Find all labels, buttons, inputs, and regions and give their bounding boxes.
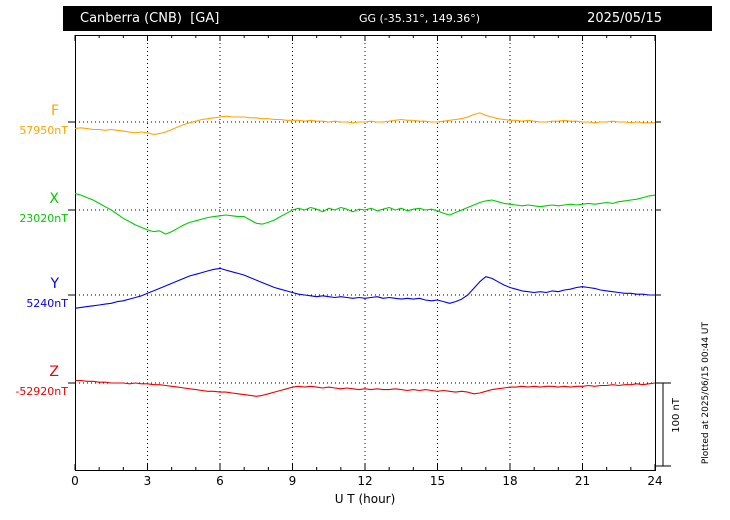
station-coordinates: GG (-35.31°, 149.36°) <box>359 12 481 25</box>
x-tick-label: 6 <box>216 474 224 488</box>
x-axis-title: U T (hour) <box>334 492 396 506</box>
plotted-at-note: Plotted at 2025/06/15 00:44 UT <box>701 322 711 465</box>
series-name: Z <box>49 364 59 380</box>
station-title: Canberra (CNB) [GA] <box>80 11 220 26</box>
scale-bar-label: 100 nT <box>671 398 682 433</box>
series-baseline-value: 23020nT <box>19 212 68 225</box>
series-baseline-value: 5240nT <box>26 297 68 310</box>
series-label-z: Z -52920nT <box>0 365 68 398</box>
x-tick-label: 12 <box>357 474 373 488</box>
series-name: X <box>49 191 59 207</box>
x-tick-label: 9 <box>288 474 297 488</box>
series-label-x: X 23020nT <box>0 192 68 225</box>
x-tick-label: 24 <box>647 474 663 488</box>
x-tick-label: 18 <box>502 474 518 488</box>
x-tick-label: 15 <box>429 474 446 488</box>
trace-x <box>74 192 656 235</box>
x-tick-label: 21 <box>574 474 591 488</box>
series-baseline-value: 57950nT <box>19 124 68 137</box>
series-label-y: Y 5240nT <box>0 277 68 310</box>
trace-z <box>75 379 656 397</box>
x-tick-label: 3 <box>143 474 152 488</box>
trace-f <box>74 112 655 135</box>
series-name: Y <box>50 276 59 292</box>
series-baseline-value: -52920nT <box>15 385 68 398</box>
series-name: F <box>50 103 59 119</box>
series-label-f: F 57950nT <box>0 104 68 137</box>
header-bar: Canberra (CNB) [GA] GG (-35.31°, 149.36°… <box>63 6 712 31</box>
x-tick-label: 0 <box>71 474 79 488</box>
plot-date: 2025/05/15 <box>587 11 662 26</box>
trace-y <box>74 267 655 309</box>
